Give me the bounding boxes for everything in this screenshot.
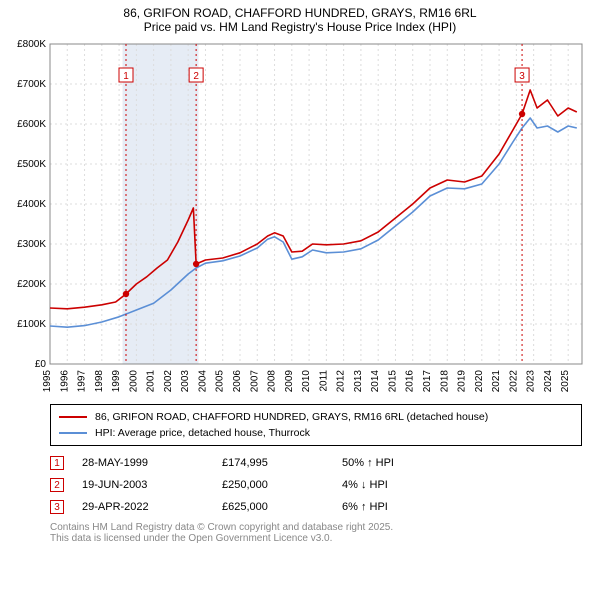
svg-text:£800K: £800K [17,39,46,50]
sale-marker-icon: 3 [50,500,64,514]
sale-price: £174,995 [222,457,342,469]
svg-text:2025: 2025 [560,370,571,393]
chart-container: 86, GRIFON ROAD, CHAFFORD HUNDRED, GRAYS… [0,0,600,544]
svg-text:2008: 2008 [267,370,278,393]
svg-text:£400K: £400K [17,199,46,210]
sale-price: £250,000 [222,479,342,491]
attribution-line: Contains HM Land Registry data © Crown c… [50,522,582,533]
svg-text:2003: 2003 [180,370,191,393]
svg-text:2018: 2018 [439,370,450,393]
legend-label: 86, GRIFON ROAD, CHAFFORD HUNDRED, GRAYS… [95,411,488,423]
chart-title: 86, GRIFON ROAD, CHAFFORD HUNDRED, GRAYS… [0,0,600,38]
svg-text:2020: 2020 [474,370,485,393]
svg-text:2011: 2011 [318,370,329,392]
sale-price: £625,000 [222,501,342,513]
svg-text:£500K: £500K [17,159,46,170]
svg-text:2016: 2016 [405,370,416,393]
svg-text:2015: 2015 [387,370,398,393]
svg-text:2012: 2012 [336,370,347,393]
attribution: Contains HM Land Registry data © Crown c… [50,522,582,544]
svg-text:2009: 2009 [284,370,295,393]
svg-text:1996: 1996 [59,370,70,393]
title-subtitle: Price paid vs. HM Land Registry's House … [0,20,600,34]
svg-text:2021: 2021 [491,370,502,393]
svg-text:2022: 2022 [508,370,519,393]
plot-area: £0 £100K £200K £300K £400K £500K £600K £700K £80… [0,38,600,398]
svg-text:2005: 2005 [215,370,226,393]
svg-text:2023: 2023 [526,370,537,393]
sales-table: 1 28-MAY-1999 £174,995 50% ↑ HPI 2 19-JU… [50,452,582,518]
svg-text:1997: 1997 [77,370,88,393]
legend-label: HPI: Average price, detached house, Thur… [95,427,310,439]
svg-text:1999: 1999 [111,370,122,393]
sale-row: 2 19-JUN-2003 £250,000 4% ↓ HPI [50,474,582,496]
svg-text:2010: 2010 [301,370,312,393]
title-address: 86, GRIFON ROAD, CHAFFORD HUNDRED, GRAYS… [0,6,600,20]
svg-text:2002: 2002 [163,370,174,393]
svg-text:3: 3 [519,71,525,82]
svg-text:£0: £0 [35,359,47,370]
svg-text:£100K: £100K [17,319,46,330]
svg-text:2006: 2006 [232,370,243,393]
sale-marker-icon: 1 [50,456,64,470]
svg-text:2014: 2014 [370,370,381,393]
svg-text:2024: 2024 [543,370,554,393]
svg-text:1998: 1998 [94,370,105,393]
legend-swatch [59,432,87,434]
legend-item: 86, GRIFON ROAD, CHAFFORD HUNDRED, GRAYS… [59,409,573,425]
svg-text:2019: 2019 [457,370,468,393]
svg-text:1: 1 [123,71,129,82]
sale-delta: 50% ↑ HPI [342,457,462,469]
svg-text:£200K: £200K [17,279,46,290]
sale-date: 28-MAY-1999 [82,457,222,469]
svg-text:£600K: £600K [17,119,46,130]
svg-text:1995: 1995 [42,370,53,393]
svg-text:2004: 2004 [197,370,208,393]
svg-text:2007: 2007 [249,370,260,393]
svg-text:2000: 2000 [128,370,139,393]
svg-text:£300K: £300K [17,239,46,250]
svg-text:2017: 2017 [422,370,433,393]
sale-date: 29-APR-2022 [82,501,222,513]
sale-date: 19-JUN-2003 [82,479,222,491]
sale-marker-icon: 2 [50,478,64,492]
svg-text:£700K: £700K [17,79,46,90]
attribution-line: This data is licensed under the Open Gov… [50,533,582,544]
svg-text:2013: 2013 [353,370,364,393]
sale-row: 3 29-APR-2022 £625,000 6% ↑ HPI [50,496,582,518]
sale-delta: 6% ↑ HPI [342,501,462,513]
legend-swatch [59,416,87,418]
svg-text:2001: 2001 [146,370,157,393]
sale-row: 1 28-MAY-1999 £174,995 50% ↑ HPI [50,452,582,474]
svg-text:2: 2 [193,71,199,82]
legend-item: HPI: Average price, detached house, Thur… [59,425,573,441]
chart-svg: £0 £100K £200K £300K £400K £500K £600K £700K £80… [0,38,600,398]
sale-delta: 4% ↓ HPI [342,479,462,491]
legend: 86, GRIFON ROAD, CHAFFORD HUNDRED, GRAYS… [50,404,582,446]
